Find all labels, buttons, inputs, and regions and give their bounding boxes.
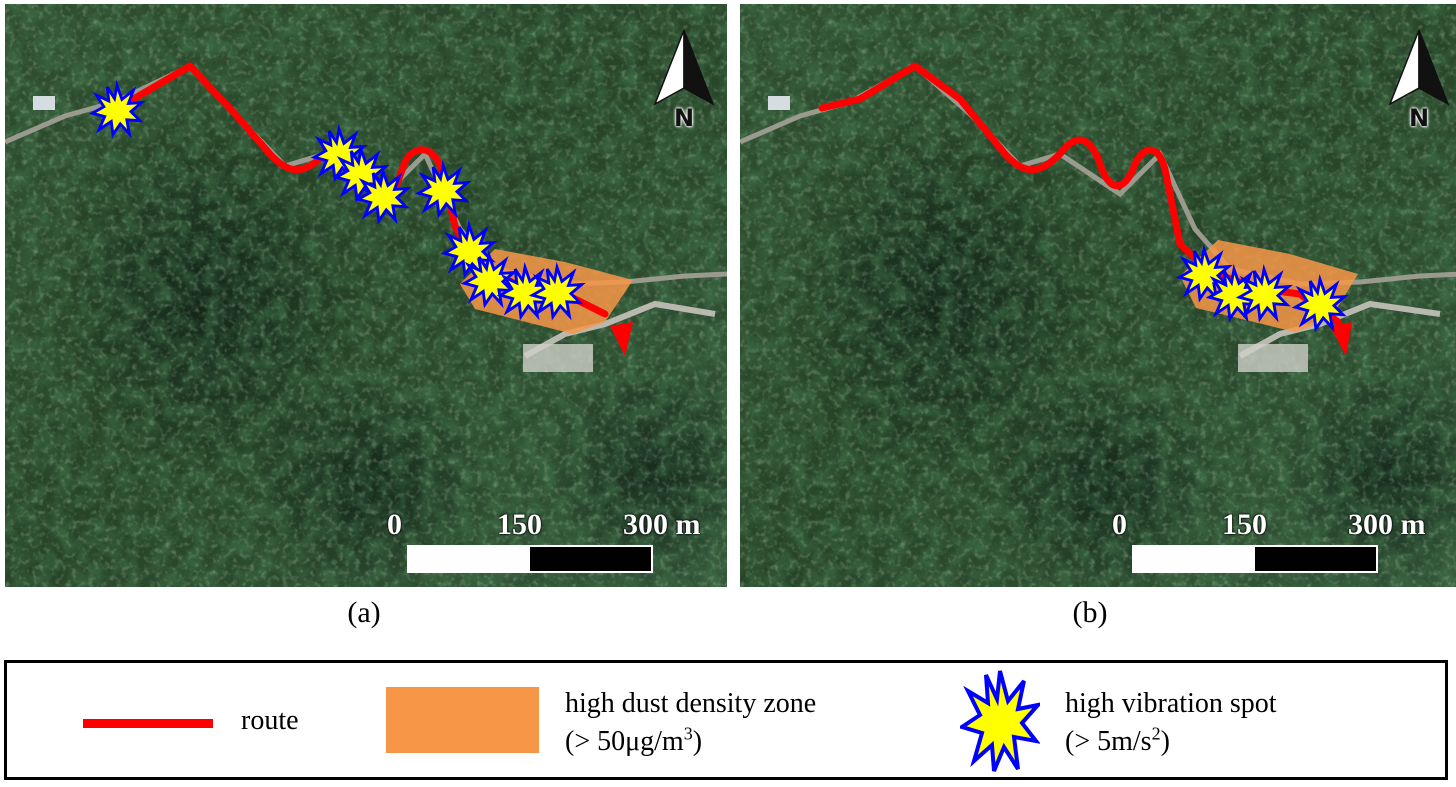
route-end-arrow bbox=[610, 322, 633, 356]
scale-bar: 0 150 300 m bbox=[387, 508, 701, 576]
north-arrow-icon bbox=[653, 29, 715, 106]
legend: route high dust density zone (> 50μg/m3)… bbox=[4, 660, 1448, 780]
building bbox=[768, 96, 790, 110]
building-area bbox=[1238, 344, 1308, 372]
legend-vibration-label: high vibration spot (> 5m/s2) bbox=[1065, 685, 1277, 761]
scale-tick-0: 0 bbox=[1112, 508, 1127, 541]
legend-route-swatch bbox=[83, 719, 213, 728]
building bbox=[33, 96, 55, 110]
scale-segment-black bbox=[530, 547, 651, 571]
scale-segment-white bbox=[1134, 547, 1255, 571]
route-end-arrow bbox=[1330, 322, 1352, 356]
scale-tick-0: 0 bbox=[387, 508, 402, 541]
scale-tick-300: 300 m bbox=[623, 508, 701, 541]
dust-threshold-suffix: ) bbox=[692, 726, 703, 757]
north-label: N bbox=[673, 104, 695, 132]
north-label: N bbox=[1408, 104, 1430, 132]
scale-bar-graphic bbox=[1132, 545, 1378, 573]
scale-segment-black bbox=[1255, 547, 1376, 571]
building-area bbox=[523, 344, 593, 372]
route bbox=[818, 62, 1342, 326]
scale-tick-300: 300 m bbox=[1348, 508, 1426, 541]
scale-bar: 0 150 300 m bbox=[1112, 508, 1426, 576]
north-arrow: N bbox=[1388, 28, 1450, 138]
satellite-map-b bbox=[740, 4, 1456, 587]
caption-a: (a) bbox=[347, 596, 381, 629]
legend-vibration-threshold: (> 5m/s2) bbox=[1065, 723, 1277, 761]
legend-dust-swatch bbox=[386, 687, 539, 753]
legend-vibration-title: high vibration spot bbox=[1065, 688, 1277, 719]
scale-tick-150: 150 bbox=[1222, 508, 1267, 541]
vibration-threshold-suffix: ) bbox=[1160, 726, 1170, 757]
legend-dust-label: high dust density zone (> 50μg/m3) bbox=[565, 685, 816, 761]
forest-highlights bbox=[740, 4, 1456, 587]
map-panel-b: N 0 150 300 m bbox=[740, 4, 1456, 587]
map-panel-a: N 0 150 300 m bbox=[5, 4, 727, 587]
dust-threshold-exponent: 3 bbox=[683, 723, 693, 744]
road bbox=[523, 300, 716, 359]
caption-b: (b) bbox=[1072, 596, 1108, 629]
north-arrow-icon bbox=[1388, 29, 1450, 106]
satellite-map-a bbox=[5, 4, 727, 587]
scale-tick-150: 150 bbox=[497, 508, 542, 541]
scale-bar-graphic bbox=[407, 545, 653, 573]
legend-dust-threshold: (> 50μg/m3) bbox=[565, 723, 816, 761]
legend-dust-title: high dust density zone bbox=[565, 688, 817, 719]
vibration-star-icon bbox=[960, 670, 1040, 772]
dust-threshold-prefix: (> 50μg/m bbox=[565, 726, 684, 757]
north-arrow: N bbox=[653, 28, 715, 138]
legend-route-label: route bbox=[241, 705, 299, 736]
vibration-threshold-prefix: (> 5m/s bbox=[1065, 726, 1152, 757]
scale-segment-white bbox=[409, 547, 530, 571]
vibration-threshold-exponent: 2 bbox=[1151, 723, 1161, 744]
